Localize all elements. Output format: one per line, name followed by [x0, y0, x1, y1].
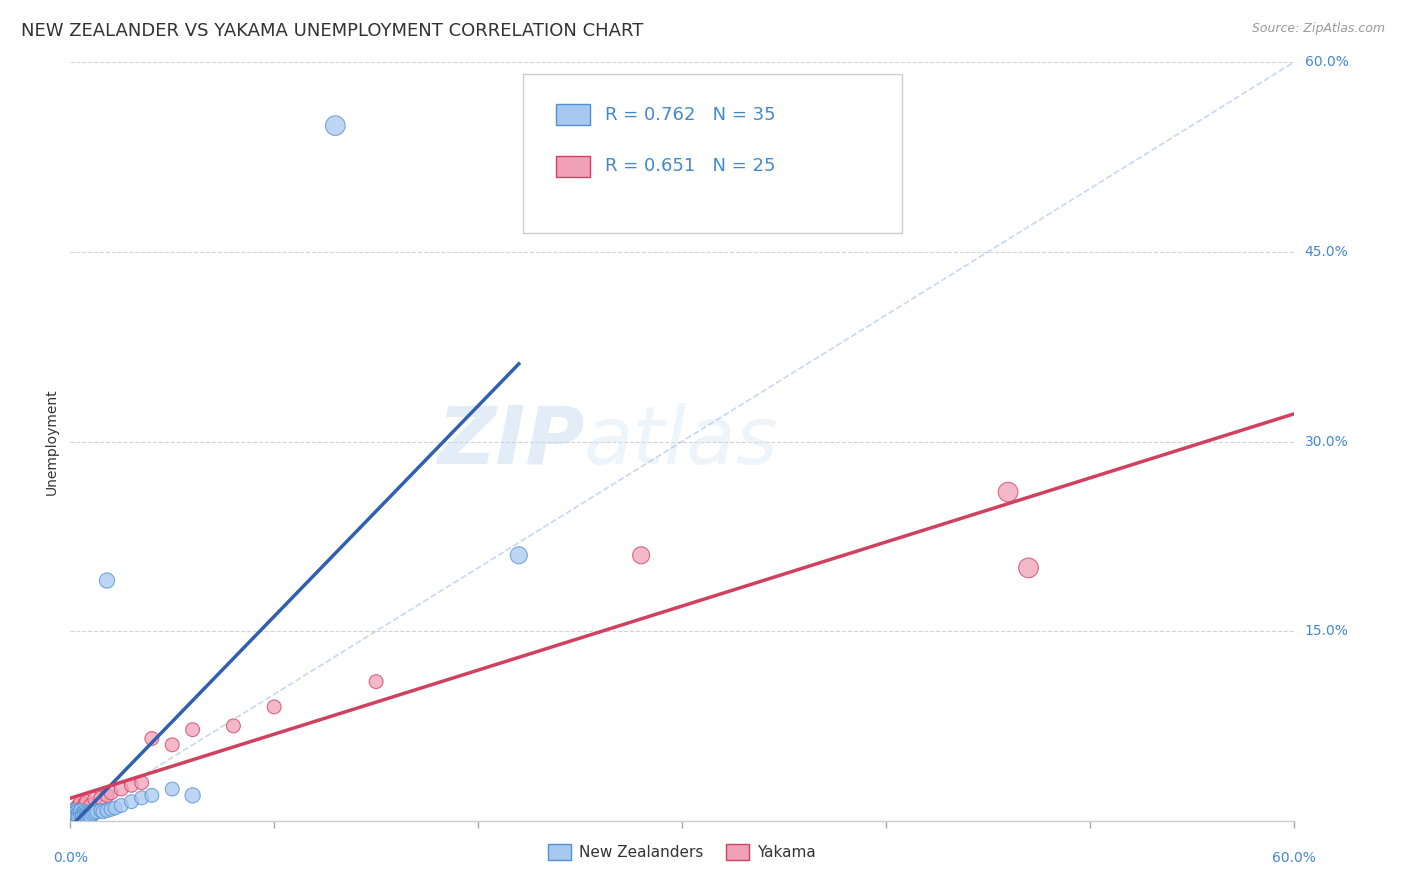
Point	[91, 805, 114, 819]
Point	[73, 807, 96, 822]
Point	[65, 808, 87, 822]
Point	[323, 119, 347, 133]
Point	[65, 805, 87, 819]
Point	[60, 807, 83, 822]
Point	[1018, 561, 1040, 575]
Y-axis label: Unemployment: Unemployment	[45, 388, 59, 495]
Text: 0.0%: 0.0%	[53, 851, 87, 865]
Point	[63, 806, 86, 821]
Text: NEW ZEALANDER VS YAKAMA UNEMPLOYMENT CORRELATION CHART: NEW ZEALANDER VS YAKAMA UNEMPLOYMENT COR…	[21, 22, 644, 40]
Point	[90, 804, 112, 818]
Point	[76, 808, 98, 822]
Point	[263, 699, 285, 714]
Point	[508, 548, 530, 563]
Point	[104, 801, 127, 815]
Text: Source: ZipAtlas.com: Source: ZipAtlas.com	[1251, 22, 1385, 36]
Point	[222, 719, 245, 733]
FancyBboxPatch shape	[523, 74, 903, 233]
Text: 60.0%: 60.0%	[1305, 55, 1348, 70]
Point	[121, 778, 143, 792]
Point	[69, 804, 91, 818]
Text: 30.0%: 30.0%	[1305, 434, 1348, 449]
FancyBboxPatch shape	[555, 104, 591, 126]
Point	[83, 806, 105, 821]
Text: R = 0.762   N = 35: R = 0.762 N = 35	[605, 106, 776, 124]
Point	[73, 805, 96, 819]
Text: 15.0%: 15.0%	[1305, 624, 1348, 638]
Point	[96, 574, 118, 588]
Point	[141, 731, 163, 746]
Point	[76, 806, 98, 821]
Point	[630, 548, 652, 563]
Point	[79, 798, 103, 813]
Point	[121, 795, 143, 809]
Point	[162, 738, 183, 752]
Point	[60, 807, 83, 822]
Point	[181, 723, 204, 737]
FancyBboxPatch shape	[555, 156, 591, 177]
Point	[366, 674, 388, 689]
Point	[65, 801, 87, 815]
Point	[69, 807, 91, 822]
Point	[131, 791, 153, 805]
Point	[63, 804, 86, 818]
Point	[72, 801, 94, 815]
Point	[76, 795, 98, 809]
Point	[72, 806, 94, 821]
Text: 60.0%: 60.0%	[1271, 851, 1316, 865]
Text: R = 0.651   N = 25: R = 0.651 N = 25	[605, 157, 775, 176]
Point	[100, 802, 122, 816]
Point	[82, 807, 104, 822]
Point	[63, 804, 86, 818]
Legend: New Zealanders, Yakama: New Zealanders, Yakama	[543, 838, 821, 866]
Point	[96, 789, 118, 803]
Point	[79, 805, 103, 819]
Point	[67, 798, 90, 813]
Point	[162, 782, 183, 797]
Point	[83, 792, 105, 806]
Point	[86, 805, 108, 819]
Point	[69, 795, 91, 809]
Point	[100, 786, 122, 800]
Point	[72, 808, 94, 822]
Point	[110, 782, 132, 797]
Point	[79, 810, 103, 824]
Point	[141, 789, 163, 803]
Text: atlas: atlas	[583, 402, 779, 481]
Point	[73, 797, 96, 812]
Text: ZIP: ZIP	[437, 402, 583, 481]
Point	[997, 485, 1019, 500]
Text: 45.0%: 45.0%	[1305, 245, 1348, 259]
Point	[110, 798, 132, 813]
Point	[96, 804, 118, 818]
Point	[67, 810, 90, 824]
Point	[67, 806, 90, 821]
Point	[77, 807, 100, 822]
Point	[90, 791, 112, 805]
Point	[181, 789, 204, 803]
Point	[131, 776, 153, 790]
